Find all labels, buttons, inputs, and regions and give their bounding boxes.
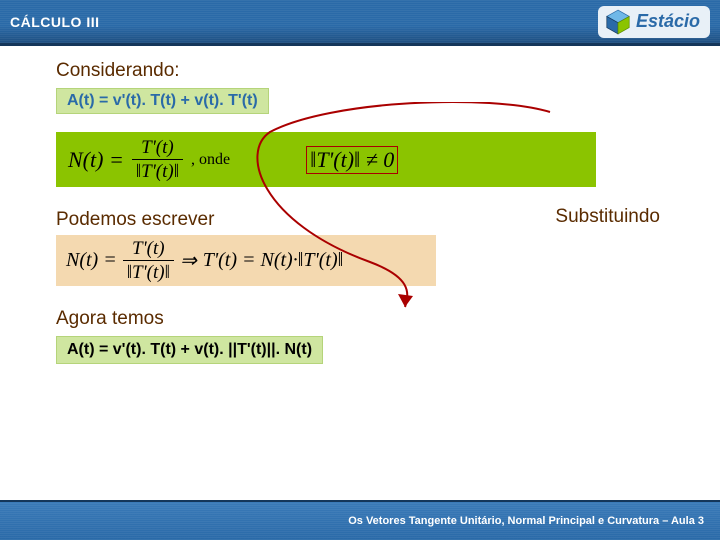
slide-header: CÁLCULO III Estácio bbox=[0, 0, 720, 46]
peach-formula-bar: N(t) = T'(t) ‖T'(t)‖ ⇒ T'(t) = N(t)·‖T'(… bbox=[56, 235, 436, 286]
green-onde: , onde bbox=[191, 151, 230, 169]
footer-text: Os Vetores Tangente Unitário, Normal Pri… bbox=[348, 515, 704, 527]
peach-rhs: T'(t) = N(t)·‖T'(t)‖ bbox=[203, 249, 344, 272]
peach-arrow: ⇒ bbox=[180, 248, 197, 273]
brand-pill: Estácio bbox=[598, 6, 710, 38]
formula-a-of-t-1: A(t) = v'(t). T(t) + v(t). T'(t) bbox=[56, 88, 269, 114]
green-condition: ‖T'(t)‖ ≠ 0 bbox=[306, 146, 398, 174]
text-agora-temos: Agora temos bbox=[56, 308, 680, 330]
green-formula-bar: N(t) = T'(t) ‖T'(t)‖ , onde ‖T'(t)‖ ≠ 0 bbox=[56, 132, 596, 187]
green-frac-den: ‖T'(t)‖ bbox=[132, 162, 183, 181]
green-fraction: T'(t) ‖T'(t)‖ bbox=[132, 138, 183, 181]
cube-icon bbox=[604, 8, 632, 36]
slide-content: Considerando: A(t) = v'(t). T(t) + v(t).… bbox=[0, 46, 720, 500]
formula-a-of-t-2: A(t) = v'(t). T(t) + v(t). ||T'(t)||. N(… bbox=[56, 336, 323, 364]
slide-footer: Os Vetores Tangente Unitário, Normal Pri… bbox=[0, 500, 720, 540]
peach-frac-num: T'(t) bbox=[128, 239, 169, 258]
peach-lhs: N(t) = bbox=[66, 249, 117, 272]
peach-frac-den: ‖T'(t)‖ bbox=[123, 263, 174, 282]
course-title: CÁLCULO III bbox=[0, 14, 100, 30]
green-frac-num: T'(t) bbox=[137, 138, 178, 157]
brand-name: Estácio bbox=[636, 11, 700, 32]
green-lhs: N(t) = bbox=[68, 147, 124, 173]
text-substituindo: Substituindo bbox=[555, 206, 660, 228]
text-considerando: Considerando: bbox=[56, 60, 680, 82]
peach-fraction: T'(t) ‖T'(t)‖ bbox=[123, 239, 174, 282]
brand-logo: Estácio bbox=[598, 6, 710, 38]
